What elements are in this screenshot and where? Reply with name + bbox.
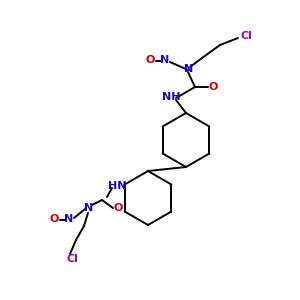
Text: N: N [84,203,94,213]
Text: O: O [49,214,59,224]
Text: HN: HN [108,181,126,191]
Text: N: N [160,55,169,65]
Text: O: O [113,203,123,213]
Text: N: N [64,214,74,224]
Text: Cl: Cl [66,254,78,264]
Text: NH: NH [162,92,180,102]
Text: O: O [145,55,155,65]
Text: N: N [184,64,194,74]
Text: Cl: Cl [240,31,252,41]
Text: O: O [208,82,218,92]
